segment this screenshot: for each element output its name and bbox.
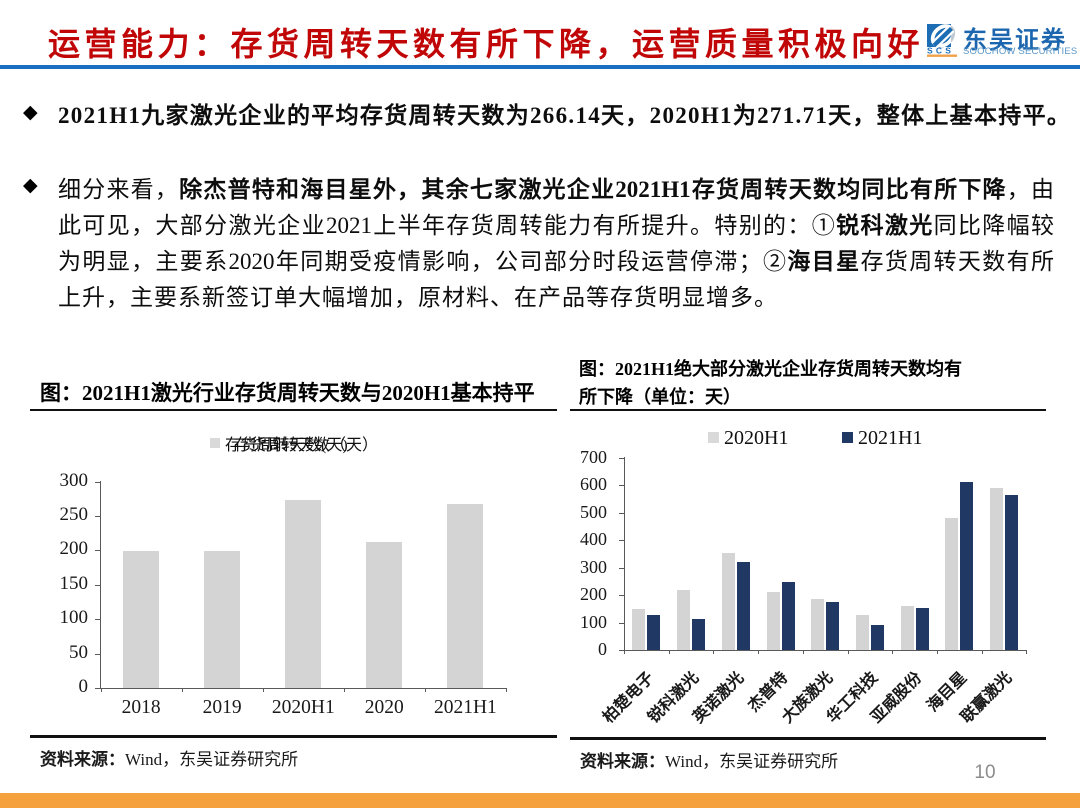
svg-text:SCS: SCS bbox=[927, 46, 954, 56]
